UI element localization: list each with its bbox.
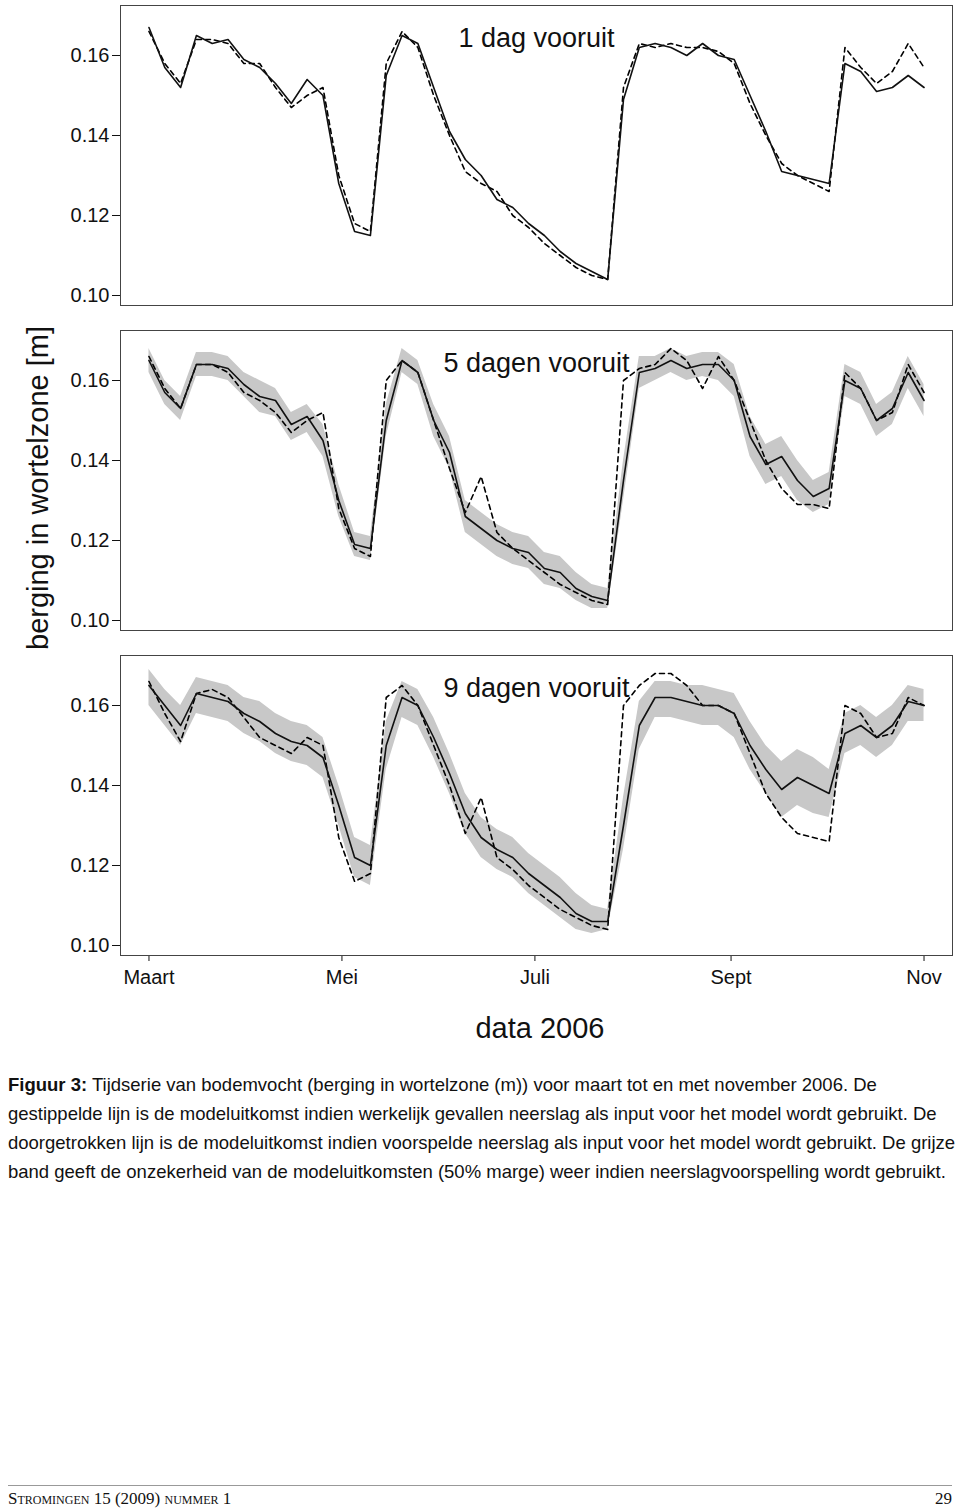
svg-text:9 dagen vooruit: 9 dagen vooruit: [443, 673, 630, 703]
html-text:29: 29: [935, 1489, 952, 1508]
svg-text:0.14: 0.14: [71, 449, 110, 471]
svg-text:0.14: 0.14: [71, 774, 110, 796]
svg-text:Mei: Mei: [326, 966, 358, 988]
svg-text:Sept: Sept: [710, 966, 752, 988]
svg-text:0.16: 0.16: [71, 369, 110, 391]
svg-text:0.10: 0.10: [71, 284, 110, 306]
svg-text:0.16: 0.16: [71, 44, 110, 66]
svg-text:0.10: 0.10: [71, 934, 110, 956]
svg-text:5 dagen vooruit: 5 dagen vooruit: [443, 348, 630, 378]
svg-text:1 dag vooruit: 1 dag vooruit: [458, 23, 615, 53]
html-text:berging in wortelzone [m]: berging in wortelzone [m]: [22, 326, 54, 650]
html-text:Figuur 3: Tijdserie van bodemv: Figuur 3: Tijdserie van bodemvocht (berg…: [8, 1074, 956, 1182]
svg-text:Nov: Nov: [906, 966, 942, 988]
html-text:data 2006: data 2006: [475, 1012, 605, 1044]
svg-text:0.14: 0.14: [71, 124, 110, 146]
svg-text:0.12: 0.12: [71, 529, 110, 551]
svg-text:Juli: Juli: [520, 966, 550, 988]
svg-text:0.12: 0.12: [71, 854, 110, 876]
svg-text:0.10: 0.10: [71, 609, 110, 631]
svg-text:0.16: 0.16: [71, 694, 110, 716]
svg-text:0.12: 0.12: [71, 204, 110, 226]
html-text:Stromingen 15 (2009) nummer 1: Stromingen 15 (2009) nummer 1: [8, 1489, 232, 1508]
svg-text:Maart: Maart: [123, 966, 175, 988]
